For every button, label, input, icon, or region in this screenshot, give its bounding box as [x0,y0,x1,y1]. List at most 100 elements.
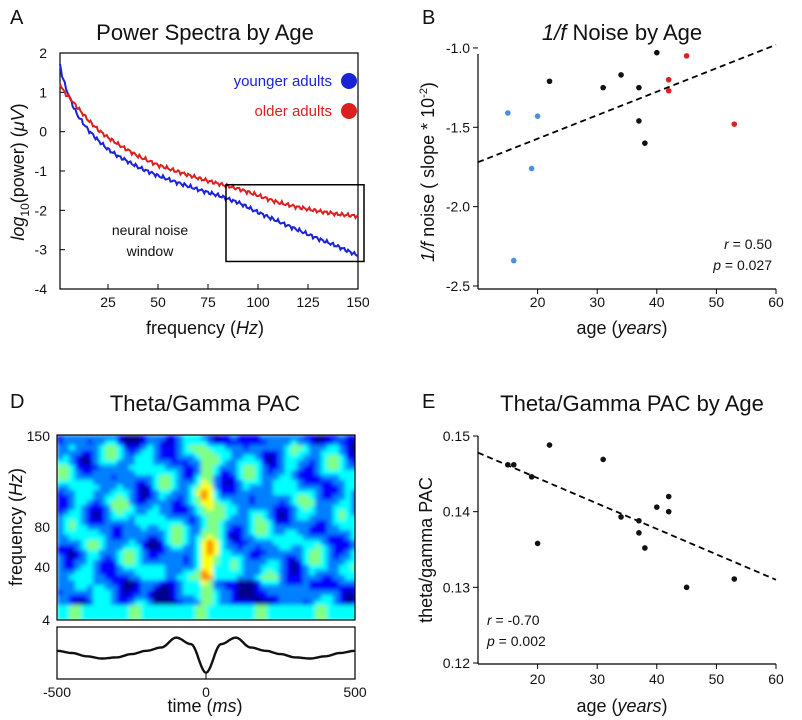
heatmap-cell [207,585,214,591]
heatmap-cell [315,480,322,486]
heatmap-cell [309,435,316,441]
heatmap-cell [123,585,130,591]
heatmap-cell [189,445,196,451]
heatmap-cell [177,470,184,476]
heatmap-cell [333,475,340,481]
heatmap-cell [279,440,286,446]
heatmap-cell [339,505,346,511]
heatmap-cell [243,605,250,611]
heatmap-cell [231,500,238,506]
heatmap-cell [219,545,226,551]
heatmap-cell [345,455,352,461]
heatmap-cell [351,550,355,556]
heatmap-cell [321,515,328,521]
heatmap-cell [315,490,322,496]
heatmap-cell [129,560,136,566]
heatmap-cell [117,575,124,581]
heatmap-cell [333,595,340,601]
heatmap-cell [141,500,148,506]
heatmap-cell [297,610,304,616]
heatmap-cell [81,580,88,586]
heatmap-cell [183,470,190,476]
heatmap-cell [267,470,274,476]
heatmap-cell [297,480,304,486]
heatmap-cell [69,460,76,466]
heatmap-cell [99,565,106,571]
heatmap-cell [321,470,328,476]
heatmap-cell [345,520,352,526]
heatmap-cell [207,615,214,620]
heatmap-cell [201,605,208,611]
heatmap-cell [309,440,316,446]
heatmap-cell [87,565,94,571]
heatmap-cell [339,570,346,576]
heatmap-cell [255,440,262,446]
heatmap-cell [87,495,94,501]
heatmap-cell [165,530,172,536]
heatmap-cell [291,475,298,481]
heatmap-cell [285,570,292,576]
heatmap-cell [237,475,244,481]
heatmap-cell [273,580,280,586]
heatmap-cell [171,495,178,501]
heatmap-cell [327,565,334,571]
heatmap-cell [171,510,178,516]
heatmap-cell [93,485,100,491]
heatmap-cell [231,610,238,616]
heatmap-cell [135,605,142,611]
heatmap-cell [345,485,352,491]
heatmap-cell [105,495,112,501]
heatmap-cell [231,530,238,536]
heatmap-cell [159,515,166,521]
heatmap-cell [129,610,136,616]
heatmap-cell [255,455,262,461]
heatmap-cell [249,550,256,556]
heatmap-cell [279,435,286,441]
heatmap-cell [279,445,286,451]
heatmap-cell [195,570,202,576]
heatmap-cell [165,470,172,476]
heatmap-cell [171,455,178,461]
heatmap-cell [213,460,220,466]
heatmap-cell [345,515,352,521]
heatmap-cell [321,460,328,466]
heatmap-cell [93,465,100,471]
heatmap-cell [93,510,100,516]
heatmap-cell [339,575,346,581]
panel-b-x-tick-label: 30 [589,294,605,310]
heatmap-cell [285,445,292,451]
heatmap-cell [183,465,190,471]
heatmap-cell [183,545,190,551]
heatmap-cell [219,460,226,466]
panel-e-p-stat: p = 0.002 [486,633,546,649]
heatmap-cell [273,550,280,556]
heatmap-cell [147,550,154,556]
heatmap-cell [261,465,268,471]
panel-a-y-tick-label: -3 [35,242,48,258]
heatmap-cell [105,600,112,606]
heatmap-cell [135,565,142,571]
panel-e-y-tick-label: 0.12 [443,655,470,671]
heatmap-cell [273,510,280,516]
heatmap-cell [75,590,82,596]
heatmap-cell [69,515,76,521]
heatmap-cell [153,540,160,546]
heatmap-cell [75,525,82,531]
heatmap-cell [153,520,160,526]
panel-e-x-tick-label: 30 [589,671,605,687]
heatmap-cell [273,575,280,581]
heatmap-cell [345,495,352,501]
heatmap-cell [177,485,184,491]
heatmap-cell [297,475,304,481]
heatmap-cell [141,450,148,456]
heatmap-cell [327,510,334,516]
heatmap-cell [57,550,64,556]
heatmap-cell [249,500,256,506]
heatmap-cell [339,540,346,546]
heatmap-cell [99,600,106,606]
heatmap-cell [261,460,268,466]
heatmap-cell [93,490,100,496]
heatmap-cell [303,440,310,446]
heatmap-cell [165,560,172,566]
heatmap-cell [57,440,64,446]
